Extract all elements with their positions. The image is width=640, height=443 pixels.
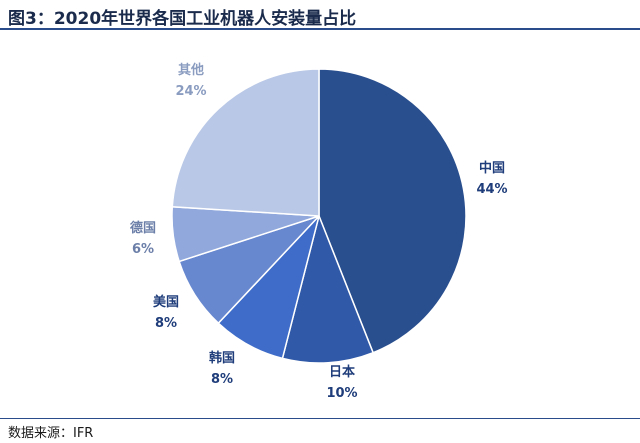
slice-value-3: 8% — [155, 316, 177, 331]
slice-value-5: 24% — [175, 84, 206, 99]
data-source: 数据来源：IFR — [8, 426, 94, 441]
slice-label-1: 日本 — [329, 364, 355, 380]
slice-label-2: 韩国 — [209, 350, 235, 366]
slice-label-0: 中国 — [479, 160, 505, 176]
chart-title: 图3：2020年世界各国工业机器人安装量占比 — [8, 9, 357, 29]
slice-value-2: 8% — [211, 372, 233, 387]
slice-label-4: 德国 — [130, 220, 156, 236]
title-divider — [0, 28, 640, 30]
slice-value-4: 6% — [132, 242, 154, 257]
pie-slice-5 — [171, 68, 320, 217]
pie-slice-1 — [281, 213, 375, 364]
pie-labels: 中国 44% 日本 10% 韩国 8% 美国 8% 德国 6% 其他 24% — [130, 62, 508, 401]
slice-value-1: 10% — [326, 386, 357, 401]
slice-label-3: 美国 — [153, 294, 179, 310]
pie-slices — [171, 68, 467, 364]
slice-value-0: 44% — [476, 182, 507, 197]
pie-slice-0 — [318, 68, 467, 354]
slice-label-5: 其他 — [178, 62, 204, 78]
source-divider — [0, 418, 640, 419]
